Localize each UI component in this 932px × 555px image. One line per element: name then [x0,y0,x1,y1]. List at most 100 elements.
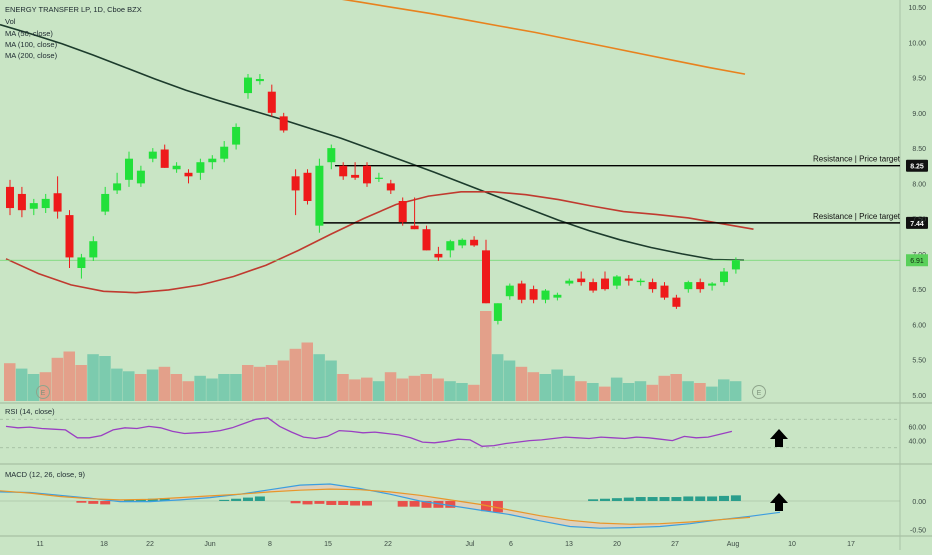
price-tick-label: 7.50 [912,217,926,224]
candle-body [553,295,561,298]
volume-bar [266,365,278,401]
candle-body [18,194,26,210]
macd-histogram-bar [410,501,420,507]
macd-histogram-bar [588,499,598,501]
macd-tick-label: 0.00 [912,499,926,506]
time-tick-label: 18 [100,541,108,548]
candle-body [54,193,62,211]
candle-body [6,187,14,208]
macd-tick-label: -0.50 [910,527,926,534]
candle-body [423,229,431,250]
earnings-marker-label: E [41,390,46,397]
candle-body [173,166,181,170]
candle-body [280,116,288,130]
macd-histogram-bar [648,497,658,501]
volume-bar [373,381,385,401]
legend-ma50: MA (50, close) [5,29,53,38]
volume-bar [254,367,266,401]
candle-body [77,257,85,268]
candle-body [732,260,740,269]
volume-bar [421,374,433,401]
volume-bar [444,381,456,401]
candle-body [530,289,538,300]
candle-body [720,272,728,283]
rsi-tick-label: 40.00 [908,439,926,446]
candle-body [411,226,419,230]
volume-bar [230,374,242,401]
candle-body [637,281,645,282]
volume-bar [325,361,337,402]
candle-body [649,282,657,289]
volume-bar [706,387,718,401]
macd-histogram-bar [731,495,741,501]
candle-body [458,240,466,246]
resistance-label: Resistance | Price target [813,155,901,164]
candle-body [315,166,323,226]
volume-bar [313,354,325,401]
volume-bar [159,367,171,401]
macd-histogram-bar [671,497,681,501]
macd-histogram-bar [314,501,324,504]
time-tick-label: 11 [36,541,43,548]
price-tick-label: 8.00 [912,181,926,188]
volume-bar [123,371,135,401]
candle-body [30,203,38,209]
candle-body [113,183,121,190]
volume-bar [575,381,587,401]
volume-bar [52,358,64,401]
legend-title: ENERGY TRANSFER LP, 1D, Cboe BZX [5,5,142,14]
macd-histogram-bar [303,501,313,504]
candle-body [708,284,716,286]
candle-body [577,279,585,283]
candle-body [149,152,157,159]
candle-body [542,291,550,300]
legend-ma200: MA (200, close) [5,51,58,60]
macd-histogram-bar [624,498,634,501]
volume-bar [147,370,159,402]
candle-body [684,282,692,289]
time-tick-label: 20 [613,541,621,548]
current-price-badge-text: 6.91 [910,258,924,265]
candle-body [137,171,145,184]
volume-bar [111,369,123,401]
volume-bar [623,383,635,401]
volume-bar [385,372,397,401]
macd-histogram-bar [707,496,717,501]
time-tick-label: Jul [466,541,475,548]
macd-histogram-bar [100,501,110,504]
volume-bar [694,383,706,401]
macd-histogram-bar [719,496,729,501]
macd-histogram-bar [612,498,622,501]
volume-bar [218,374,230,401]
volume-bar [468,385,480,401]
volume-bar [516,367,528,401]
macd-histogram-bar [600,499,610,501]
macd-histogram-bar [398,501,408,507]
candle-body [351,175,359,178]
price-tick-label: 10.00 [908,40,926,47]
macd-histogram-bar [326,501,336,505]
time-tick-label: Aug [727,541,740,548]
candle-body [565,281,573,284]
candle-body [494,303,502,321]
candle-body [208,159,216,163]
volume-bar [397,379,409,402]
volume-bar [587,383,599,401]
candle-body [625,279,633,281]
volume-bar [206,379,218,402]
macd-histogram-bar [445,501,455,508]
macd-histogram-bar [660,497,670,501]
macd-histogram-bar [362,501,372,506]
volume-bar [540,374,552,401]
volume-bar [682,381,694,401]
volume-bar [647,385,659,401]
volume-bar [361,378,373,401]
volume-bar [718,379,730,401]
macd-histogram-bar [243,498,253,501]
volume-bar [242,365,254,401]
time-tick-label: 17 [847,541,855,548]
volume-bar [349,379,361,401]
volume-bar [730,381,742,401]
